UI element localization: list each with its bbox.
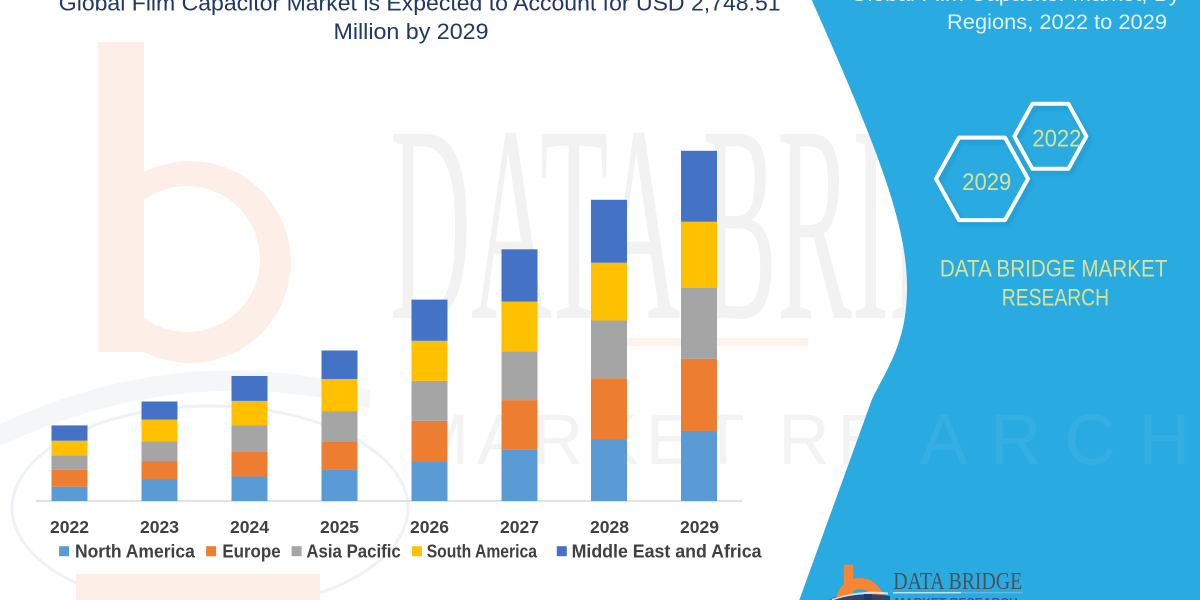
svg-text:RESEARCH: RESEARCH <box>1002 285 1109 312</box>
svg-text:Million by 2029: Million by 2029 <box>334 19 489 44</box>
svg-text:North America: North America <box>75 541 196 561</box>
svg-text:South America: South America <box>427 541 538 561</box>
svg-text:DATA BRIDGE MARKET: DATA BRIDGE MARKET <box>940 256 1168 283</box>
svg-text:DATA BRIDGE: DATA BRIDGE <box>893 569 1022 595</box>
svg-text:2022: 2022 <box>50 517 89 537</box>
svg-text:2029: 2029 <box>962 169 1011 196</box>
svg-text:Regions, 2022 to 2029: Regions, 2022 to 2029 <box>947 11 1167 34</box>
svg-text:2024: 2024 <box>230 517 269 537</box>
svg-text:Middle East and Africa: Middle East and Africa <box>572 541 763 561</box>
svg-text:2026: 2026 <box>410 517 449 537</box>
svg-text:Global Film Capacitor Market i: Global Film Capacitor Market is Expected… <box>59 0 781 16</box>
svg-text:2025: 2025 <box>320 517 359 537</box>
svg-text:2023: 2023 <box>140 517 179 537</box>
svg-text:2028: 2028 <box>590 517 629 537</box>
svg-text:Asia Pacific: Asia Pacific <box>306 541 400 561</box>
svg-text:MARKET RESEARCH: MARKET RESEARCH <box>895 596 1018 600</box>
svg-text:2027: 2027 <box>500 517 539 537</box>
svg-text:Global Film Capacitor Market,: Global Film Capacitor Market, By <box>850 0 1181 6</box>
svg-text:2022: 2022 <box>1032 125 1081 152</box>
svg-text:Europe: Europe <box>222 541 280 561</box>
svg-text:2029: 2029 <box>680 517 719 537</box>
